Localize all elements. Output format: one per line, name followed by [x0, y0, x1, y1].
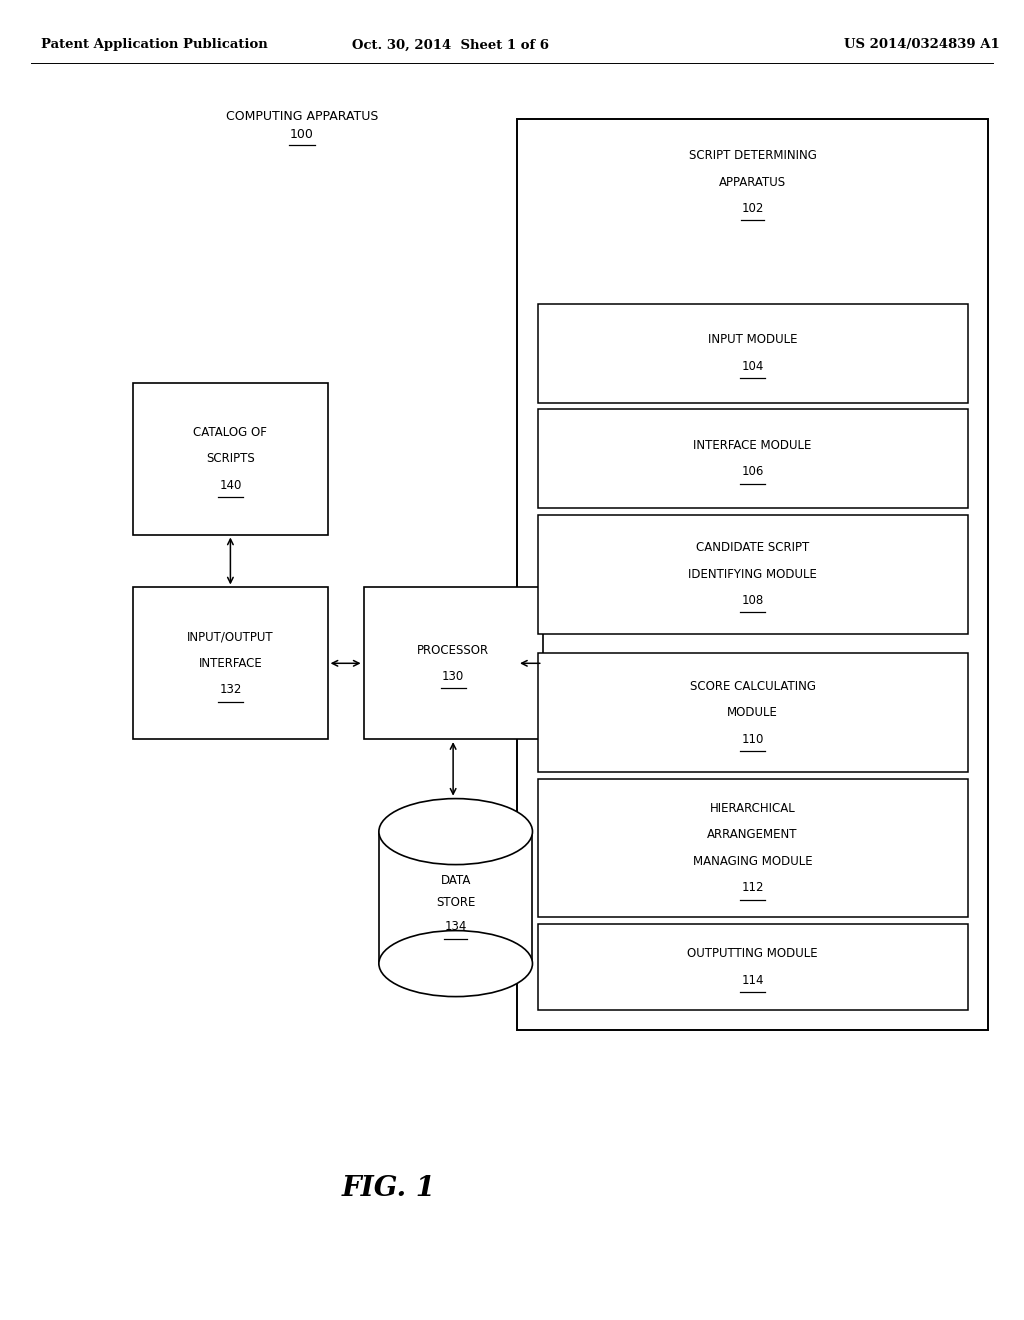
- Text: CATALOG OF: CATALOG OF: [194, 426, 267, 438]
- Bar: [538, 304, 968, 403]
- Bar: [538, 653, 968, 772]
- Bar: [538, 409, 968, 508]
- Text: 106: 106: [741, 466, 764, 478]
- Text: ARRANGEMENT: ARRANGEMENT: [708, 829, 798, 841]
- Text: PROCESSOR: PROCESSOR: [417, 644, 489, 656]
- Bar: [538, 924, 968, 1010]
- Text: SCRIPTS: SCRIPTS: [206, 453, 255, 465]
- Text: Oct. 30, 2014  Sheet 1 of 6: Oct. 30, 2014 Sheet 1 of 6: [352, 38, 549, 51]
- Text: MANAGING MODULE: MANAGING MODULE: [693, 855, 812, 867]
- Text: 108: 108: [741, 594, 764, 607]
- Text: OUTPUTTING MODULE: OUTPUTTING MODULE: [687, 948, 818, 960]
- Text: INTERFACE: INTERFACE: [199, 657, 262, 669]
- Text: 132: 132: [219, 684, 242, 696]
- Ellipse shape: [379, 931, 532, 997]
- Text: INPUT MODULE: INPUT MODULE: [708, 334, 798, 346]
- Text: MODULE: MODULE: [727, 706, 778, 719]
- Bar: [379, 832, 532, 964]
- Text: 100: 100: [290, 128, 314, 141]
- Bar: [538, 515, 968, 634]
- Text: FIG. 1: FIG. 1: [342, 1175, 436, 1201]
- Text: Patent Application Publication: Patent Application Publication: [41, 38, 267, 51]
- Text: COMPUTING APPARATUS: COMPUTING APPARATUS: [226, 110, 378, 123]
- Text: HIERARCHICAL: HIERARCHICAL: [710, 803, 796, 814]
- Text: 130: 130: [442, 671, 464, 682]
- Text: 110: 110: [741, 733, 764, 746]
- Text: STORE: STORE: [436, 896, 475, 909]
- Text: SCORE CALCULATING: SCORE CALCULATING: [689, 680, 816, 693]
- Text: SCRIPT DETERMINING: SCRIPT DETERMINING: [689, 149, 816, 162]
- Text: 140: 140: [219, 479, 242, 491]
- Text: 112: 112: [741, 882, 764, 894]
- Bar: [517, 119, 988, 1030]
- Text: 104: 104: [741, 360, 764, 372]
- Bar: [133, 383, 328, 535]
- Text: CANDIDATE SCRIPT: CANDIDATE SCRIPT: [696, 541, 809, 554]
- Text: 114: 114: [741, 974, 764, 986]
- Bar: [364, 587, 543, 739]
- Text: INPUT/OUTPUT: INPUT/OUTPUT: [187, 631, 273, 643]
- Ellipse shape: [379, 799, 532, 865]
- Text: US 2014/0324839 A1: US 2014/0324839 A1: [844, 38, 999, 51]
- Text: 134: 134: [444, 920, 467, 933]
- Bar: [538, 779, 968, 917]
- Bar: [133, 587, 328, 739]
- Text: APPARATUS: APPARATUS: [719, 176, 786, 189]
- Text: DATA: DATA: [440, 874, 471, 887]
- Text: 102: 102: [741, 202, 764, 215]
- Text: INTERFACE MODULE: INTERFACE MODULE: [693, 440, 812, 451]
- Text: IDENTIFYING MODULE: IDENTIFYING MODULE: [688, 568, 817, 581]
